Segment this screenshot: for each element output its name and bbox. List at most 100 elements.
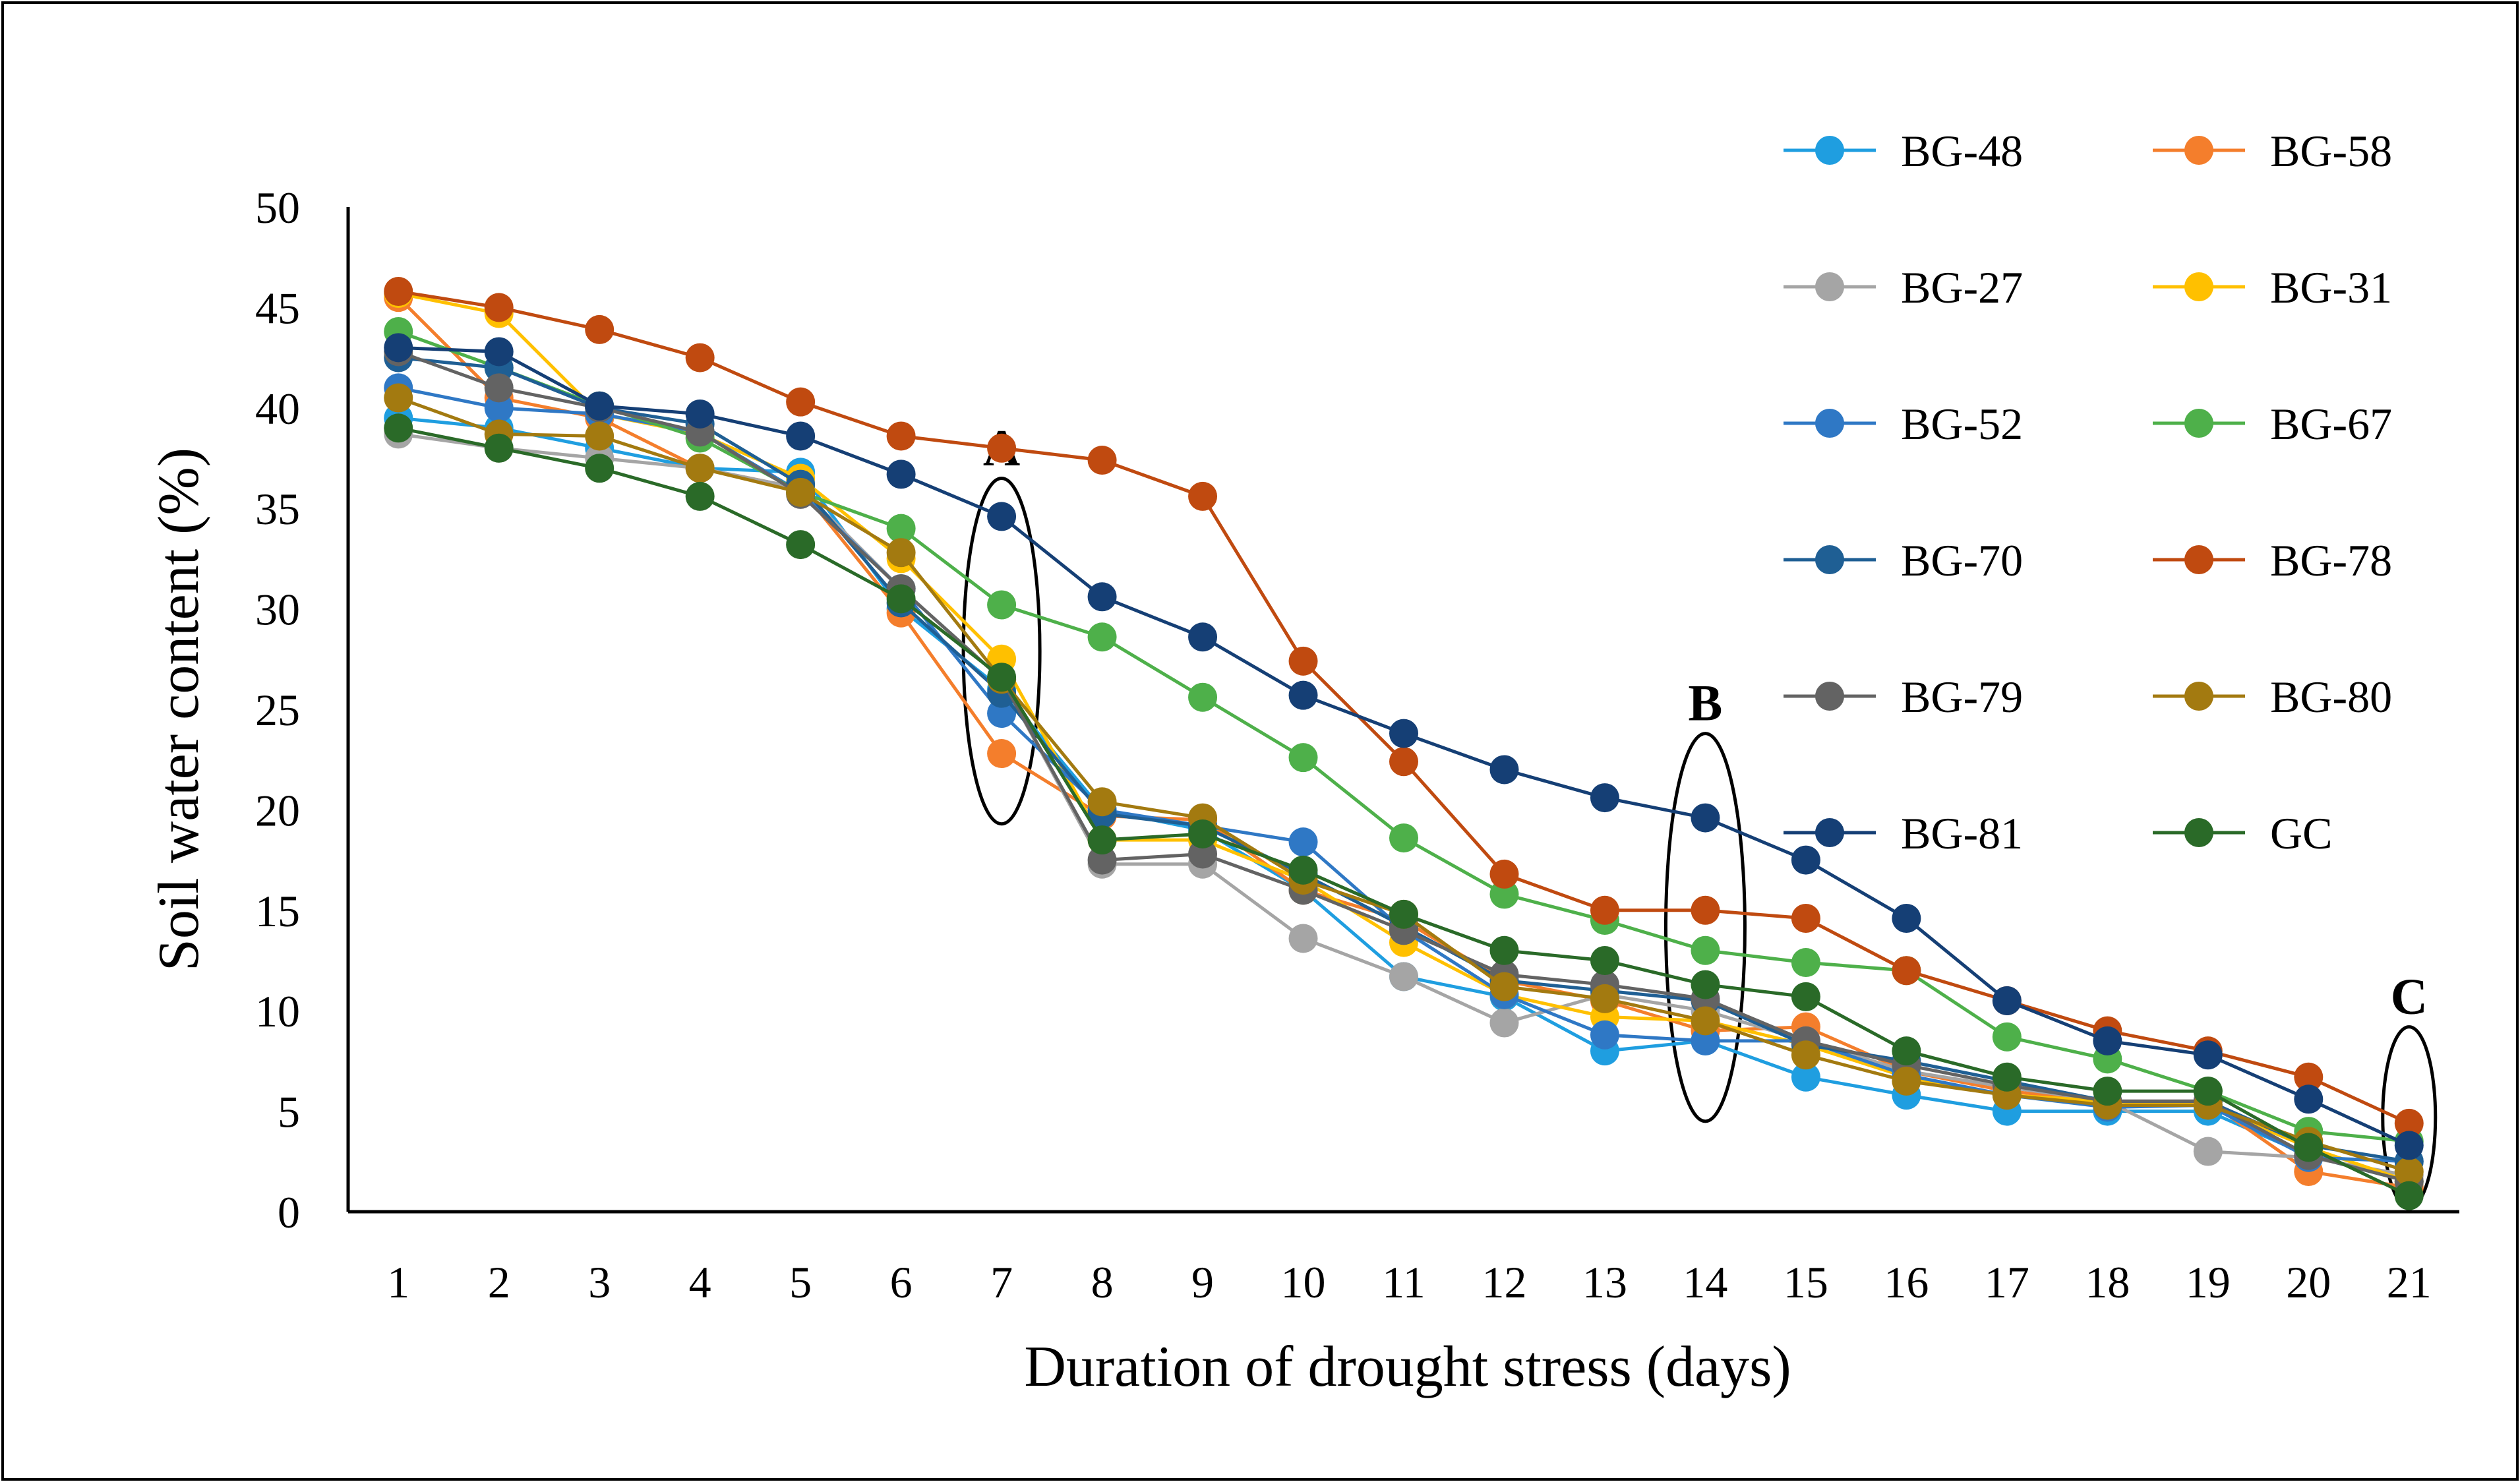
legend-item: BG-58 — [2153, 126, 2392, 176]
y-axis-title: Soil water content (%) — [147, 448, 211, 971]
data-point — [1288, 827, 1318, 857]
legend-label: BG-67 — [2270, 399, 2392, 449]
series-bg-81 — [384, 333, 2424, 1160]
legend-label: BG-27 — [1901, 262, 2023, 312]
x-tick-label: 4 — [689, 1257, 711, 1307]
data-point — [484, 393, 514, 423]
data-point — [585, 314, 615, 344]
data-point — [1087, 845, 1117, 875]
legend-label: GC — [2270, 808, 2332, 858]
x-tick-label: 8 — [1091, 1257, 1114, 1307]
data-point — [1188, 839, 1218, 869]
data-point — [2394, 1157, 2424, 1187]
annotation-ellipse-b — [1664, 732, 1747, 1123]
y-tick-label: 35 — [255, 484, 300, 534]
data-point — [685, 343, 715, 372]
x-tick-label: 17 — [1985, 1257, 2029, 1307]
legend-item: GC — [2153, 808, 2332, 858]
data-point — [1791, 1062, 1820, 1092]
data-point — [1691, 970, 1720, 999]
y-tick-labels: 0 5 10 15 20 25 30 35 40 45 50 — [255, 183, 300, 1237]
data-point — [2394, 1108, 2424, 1138]
data-point — [1892, 1036, 1921, 1066]
y-tick-label: 5 — [278, 1087, 300, 1137]
legend-marker — [1815, 818, 1844, 847]
data-point — [886, 584, 916, 614]
data-point — [685, 481, 715, 511]
annotation-ellipse-a — [961, 476, 1042, 826]
data-point — [1590, 946, 1619, 975]
data-point — [1489, 859, 1519, 889]
data-point — [1288, 680, 1318, 710]
y-tick-label: 10 — [255, 986, 300, 1036]
x-tick-label: 19 — [2186, 1257, 2231, 1307]
legend-marker — [1815, 272, 1844, 301]
series-group — [384, 277, 2424, 1210]
data-point — [585, 454, 615, 483]
legend-marker — [1815, 136, 1844, 165]
legend-marker — [1815, 409, 1844, 438]
data-point — [1892, 956, 1921, 986]
data-point — [1087, 622, 1117, 652]
data-point — [1188, 682, 1218, 712]
legend-label: BG-70 — [1901, 535, 2023, 585]
data-point — [2093, 1026, 2122, 1055]
annotation-label-b: B — [1688, 674, 1722, 732]
legend-marker — [2184, 136, 2213, 165]
legend-item: BG-70 — [1784, 535, 2023, 585]
data-point — [2193, 1077, 2223, 1106]
data-point — [384, 277, 413, 307]
legend-item: BG-79 — [1784, 672, 2023, 722]
data-point — [786, 421, 816, 451]
data-point — [1590, 783, 1619, 813]
data-point — [1590, 1020, 1619, 1050]
data-point — [1188, 622, 1218, 652]
data-point — [786, 477, 816, 507]
x-tick-label: 1 — [387, 1257, 409, 1307]
x-tick-label: 5 — [789, 1257, 812, 1307]
x-tick-label: 13 — [1582, 1257, 1627, 1307]
data-point — [1087, 446, 1117, 475]
data-point — [987, 590, 1017, 620]
legend-label: BG-31 — [2270, 262, 2392, 312]
data-point — [1892, 903, 1921, 933]
data-point — [1892, 1066, 1921, 1096]
data-point — [1489, 935, 1519, 965]
data-point — [484, 337, 514, 367]
data-point — [1389, 719, 1418, 748]
data-point — [2394, 1131, 2424, 1160]
data-point — [1489, 1008, 1519, 1038]
legend-item: BG-81 — [1784, 808, 2023, 858]
legend-label: BG-58 — [2270, 126, 2392, 176]
legend-item: BG-78 — [2153, 535, 2392, 585]
data-point — [1791, 1040, 1820, 1070]
data-point — [1791, 845, 1820, 875]
legend-label: BG-79 — [1901, 672, 2023, 722]
legend-item: BG-67 — [2153, 399, 2392, 449]
data-point — [484, 373, 514, 403]
data-point — [1590, 984, 1619, 1013]
x-tick-label: 2 — [488, 1257, 510, 1307]
data-point — [1288, 855, 1318, 885]
data-point — [886, 421, 916, 451]
x-tick-label: 16 — [1884, 1257, 1929, 1307]
data-point — [2093, 1077, 2122, 1106]
x-tick-label: 3 — [588, 1257, 611, 1307]
x-tick-labels: 1 2 3 4 5 6 7 8 9 10 11 12 13 14 15 16 17 18 19 20 21 — [387, 1257, 2432, 1307]
data-point — [1489, 879, 1519, 909]
data-point — [1389, 747, 1418, 777]
data-point — [1691, 803, 1720, 833]
legend-marker — [1815, 545, 1844, 574]
y-tick-label: 0 — [278, 1187, 300, 1237]
data-point — [384, 413, 413, 443]
x-tick-label: 18 — [2085, 1257, 2130, 1307]
x-axis-title: Duration of drought stress (days) — [1024, 1335, 1791, 1399]
legend-item: BG-27 — [1784, 262, 2023, 312]
data-point — [786, 387, 816, 417]
x-tick-label: 11 — [1382, 1257, 1425, 1307]
data-point — [1389, 962, 1418, 992]
legend-item: BG-48 — [1784, 126, 2023, 176]
